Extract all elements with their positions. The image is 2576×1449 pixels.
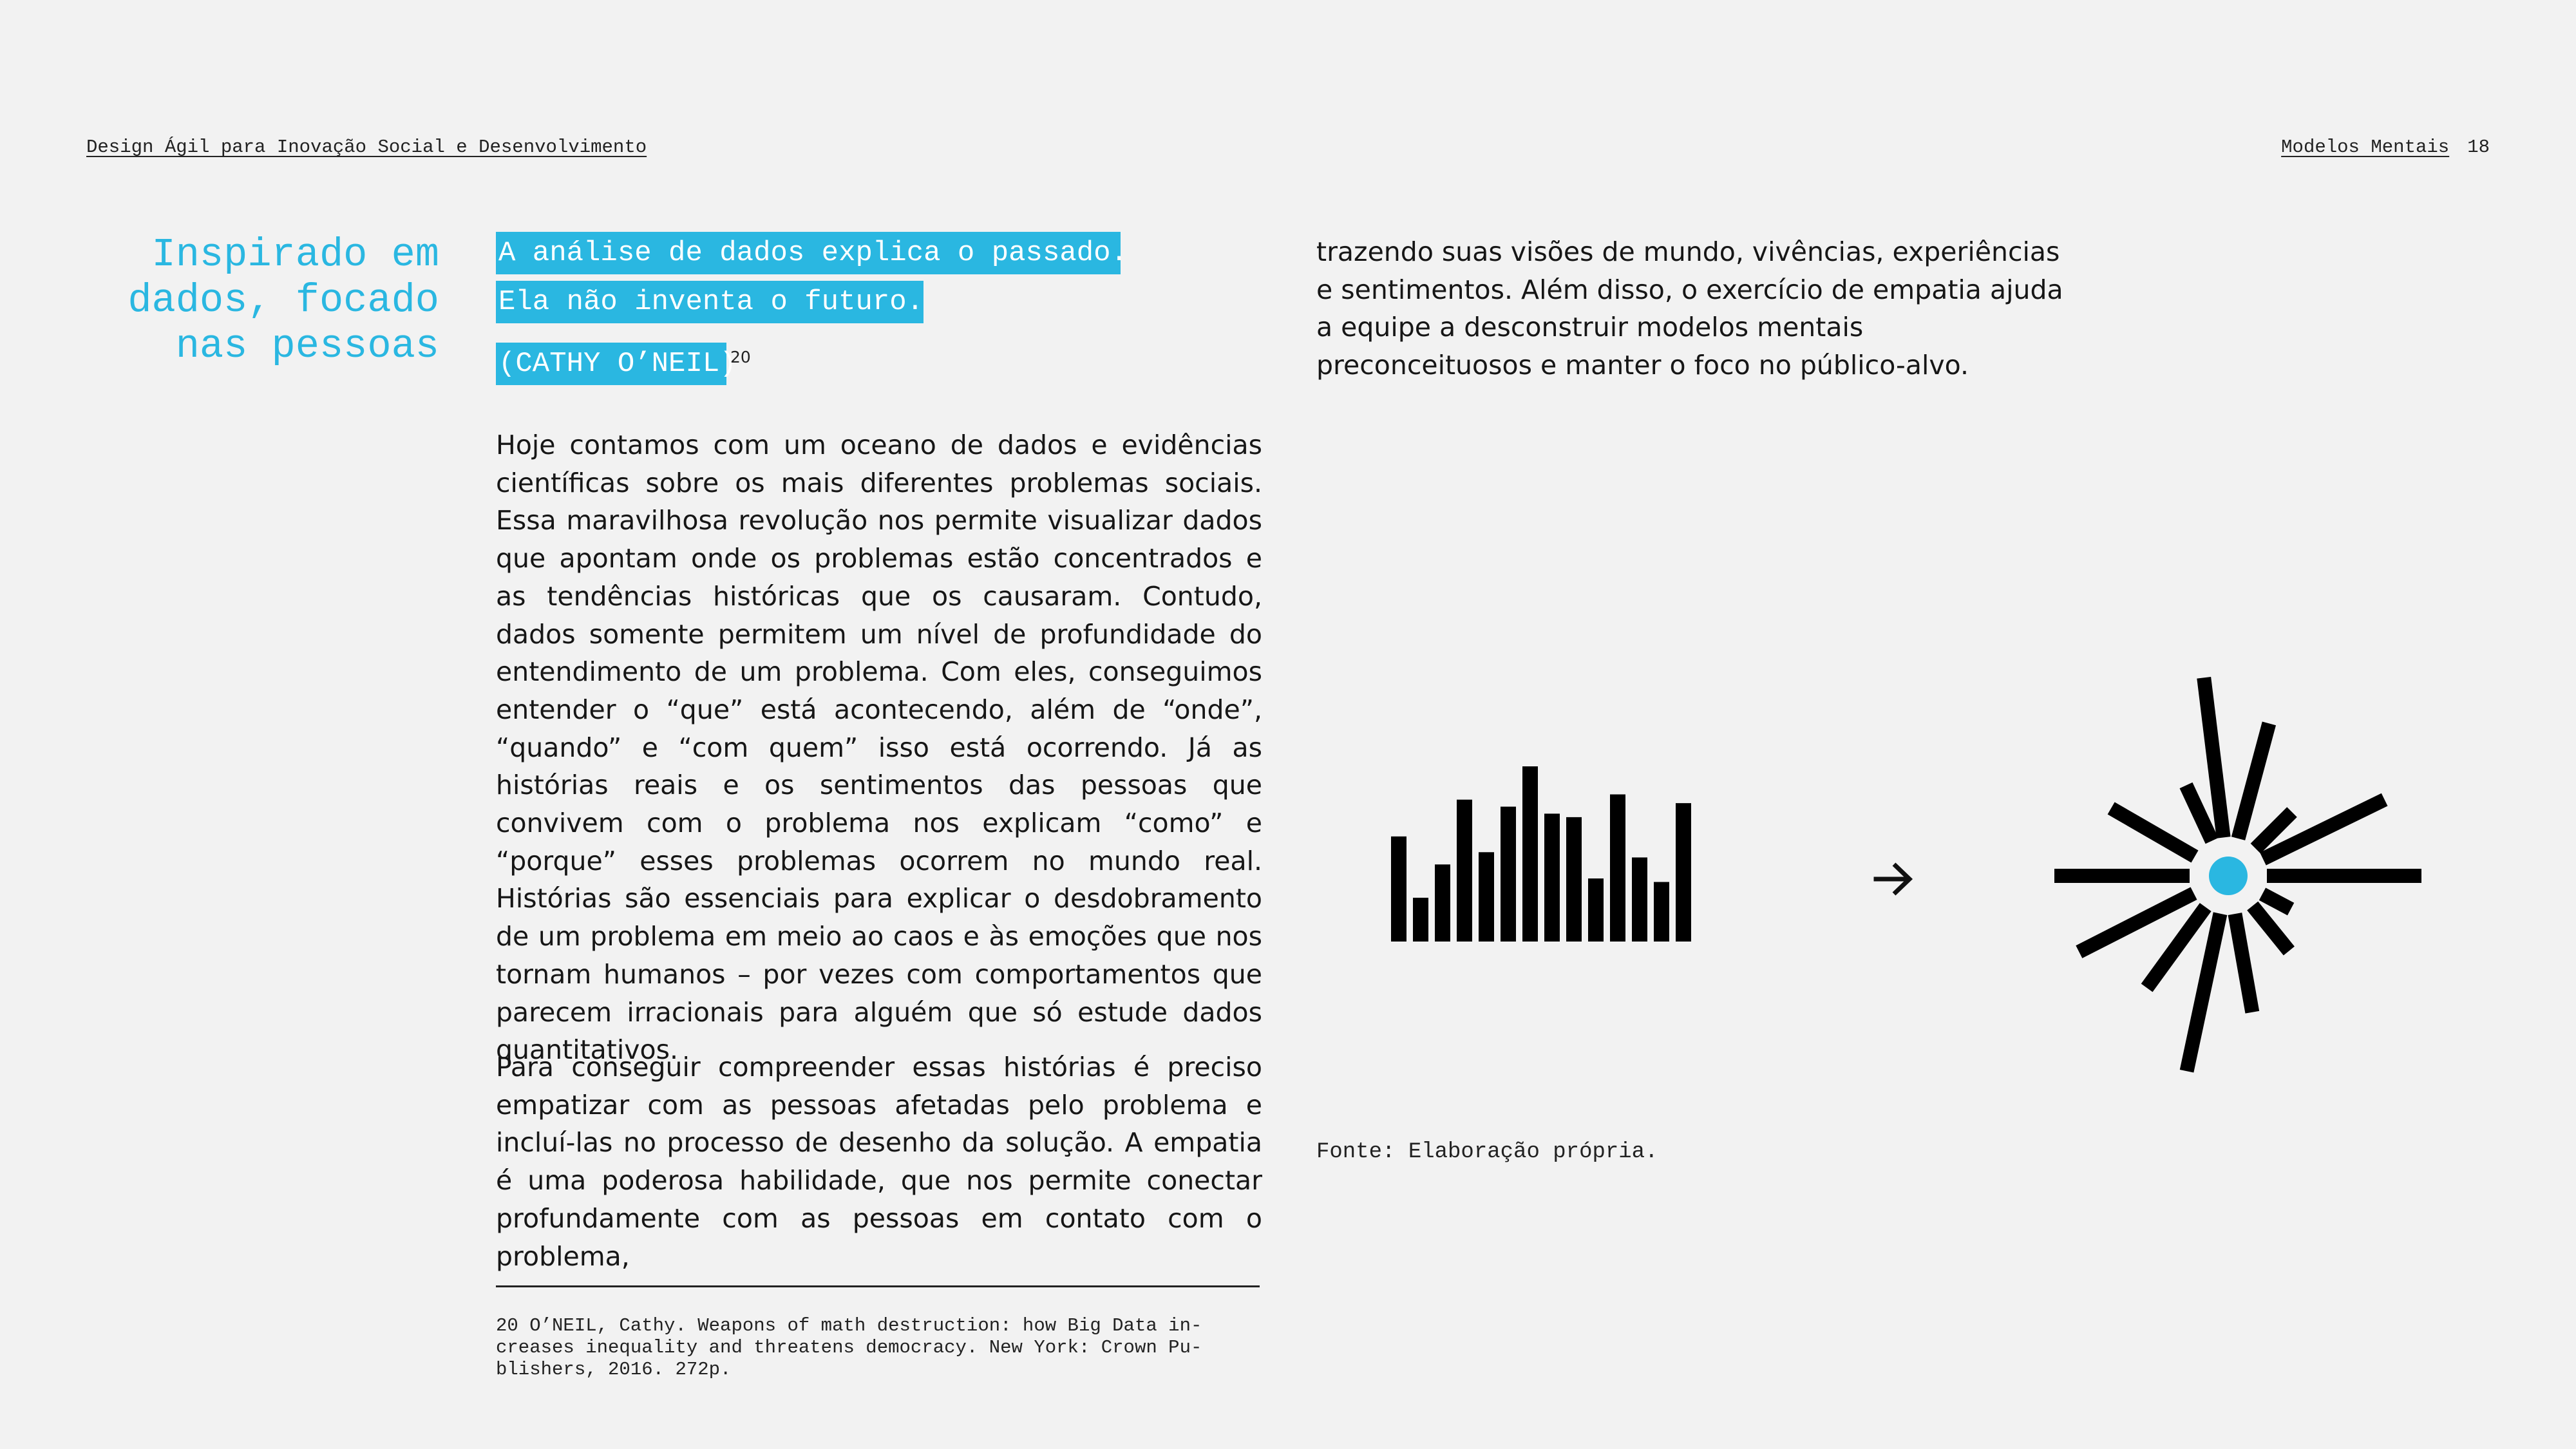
bar-11 bbox=[1610, 794, 1625, 942]
footnote-text: 20 O’NEIL, Cathy. Weapons of math destru… bbox=[496, 1315, 1202, 1380]
side-title-line-3: nas pessoas bbox=[175, 323, 439, 369]
bar-14 bbox=[1676, 803, 1691, 942]
burst-ray-2 bbox=[2260, 793, 2388, 866]
bar-8 bbox=[1544, 813, 1560, 942]
bar-3 bbox=[1435, 864, 1450, 942]
figure-source: Fonte: Elaboração própria. bbox=[1316, 1140, 1658, 1164]
footnote-reference: 20 bbox=[730, 348, 751, 366]
pull-quote-line-1: A análise de dados explica o passado. bbox=[496, 232, 1128, 274]
body-paragraph-3: trazendo suas visões de mundo, vivências… bbox=[1316, 236, 2063, 381]
right-arrow-icon bbox=[1873, 862, 1913, 896]
bar-12 bbox=[1632, 857, 1647, 942]
body-paragraph-2: Para conseguir compreender essas históri… bbox=[496, 1052, 1262, 1272]
bar-2 bbox=[1413, 898, 1428, 942]
running-header-title: Design Ágil para Inovação Social e Desen… bbox=[86, 137, 647, 158]
burst-ray-4 bbox=[2231, 721, 2277, 840]
section-name: Modelos Mentais bbox=[2281, 137, 2450, 158]
pull-quote-author: (CATHY O’NEIL) bbox=[496, 343, 737, 385]
burst-ray-14 bbox=[2259, 887, 2295, 916]
bar-7 bbox=[1522, 766, 1538, 942]
sunburst-icon bbox=[2054, 676, 2421, 1073]
pull-quote-line-2: Ela não inventa o futuro. bbox=[496, 281, 923, 323]
bar-5 bbox=[1479, 852, 1494, 942]
body-paragraph-1: Hoje contamos com um oceano de dados e e… bbox=[496, 430, 1262, 1066]
burst-center-dot bbox=[2209, 857, 2248, 895]
bar-13 bbox=[1654, 882, 1669, 942]
bar-4 bbox=[1457, 799, 1472, 942]
footnote-divider bbox=[496, 1285, 1260, 1287]
bar-6 bbox=[1501, 806, 1516, 942]
burst-ray-5 bbox=[2197, 676, 2231, 838]
burst-ray-6 bbox=[2179, 782, 2219, 844]
running-header-section: Modelos Mentais 18 bbox=[2281, 137, 2490, 158]
burst-ray-7 bbox=[2107, 802, 2199, 863]
bar-chart-icon bbox=[1391, 766, 1691, 942]
burst-ray-3 bbox=[2250, 807, 2297, 854]
bar-10 bbox=[1588, 878, 1604, 942]
burst-ray-10 bbox=[2141, 903, 2211, 992]
bar-1 bbox=[1391, 836, 1406, 942]
side-title-line-2: dados, focado bbox=[128, 278, 439, 323]
burst-ray-9 bbox=[2076, 887, 2197, 958]
side-title-line-1: Inspirado em bbox=[151, 232, 439, 278]
page-number: 18 bbox=[2467, 137, 2490, 158]
burst-ray-12 bbox=[2228, 913, 2260, 1014]
burst-ray-11 bbox=[2179, 912, 2228, 1073]
bar-9 bbox=[1566, 817, 1582, 942]
burst-ray-13 bbox=[2247, 901, 2295, 956]
side-title: Inspirado em dados, focado nas pessoas bbox=[97, 232, 439, 369]
